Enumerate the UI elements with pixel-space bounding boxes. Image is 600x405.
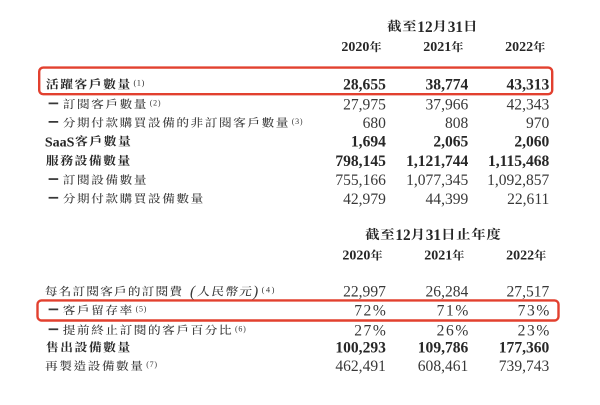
- svg-text:2021: 2021: [424, 249, 452, 264]
- svg-text:22,611: 22,611: [507, 191, 549, 208]
- svg-text:27%: 27%: [354, 322, 387, 339]
- svg-text:23%: 23%: [518, 322, 551, 339]
- svg-text:72%: 72%: [354, 302, 387, 319]
- svg-text:28,655: 28,655: [343, 76, 386, 93]
- svg-text:44,399: 44,399: [426, 191, 469, 208]
- svg-text:608,461: 608,461: [418, 358, 469, 375]
- svg-text:26,284: 26,284: [426, 284, 469, 301]
- svg-text:42,343: 42,343: [507, 96, 550, 113]
- svg-text:(5): (5): [136, 304, 147, 313]
- svg-text:71%: 71%: [437, 302, 470, 319]
- svg-text:1,077,345: 1,077,345: [406, 172, 468, 189]
- svg-text:1,694: 1,694: [351, 133, 386, 150]
- svg-text:808: 808: [445, 115, 469, 132]
- svg-text:12: 12: [395, 227, 410, 244]
- svg-text:2022: 2022: [506, 249, 534, 264]
- svg-text:100,293: 100,293: [335, 339, 386, 356]
- svg-text:739,743: 739,743: [499, 358, 550, 375]
- svg-text:2,065: 2,065: [433, 133, 468, 150]
- svg-text:(2): (2): [150, 98, 161, 107]
- svg-text:177,360: 177,360: [499, 339, 550, 356]
- svg-text:38,774: 38,774: [426, 76, 469, 93]
- svg-text:43,313: 43,313: [507, 76, 550, 93]
- svg-text:(6): (6): [235, 324, 246, 333]
- svg-text:2020: 2020: [341, 40, 369, 55]
- svg-text:970: 970: [526, 115, 550, 132]
- svg-text:SaaS: SaaS: [45, 135, 75, 150]
- svg-text:2021: 2021: [423, 40, 451, 55]
- svg-text:798,145: 798,145: [335, 153, 386, 170]
- svg-text:2,060: 2,060: [514, 133, 549, 150]
- svg-text:27,517: 27,517: [507, 284, 550, 301]
- svg-text:462,491: 462,491: [335, 358, 386, 375]
- svg-text:37,966: 37,966: [426, 96, 469, 113]
- svg-text:109,786: 109,786: [418, 339, 469, 356]
- svg-text:1,121,744: 1,121,744: [406, 153, 468, 170]
- svg-text:(4): (4): [262, 286, 276, 295]
- svg-text:1,115,468: 1,115,468: [488, 153, 550, 170]
- svg-text:): ): [252, 284, 258, 301]
- svg-text:(3): (3): [292, 117, 303, 126]
- svg-text:42,979: 42,979: [343, 191, 386, 208]
- svg-text:12: 12: [417, 19, 432, 36]
- svg-text:755,166: 755,166: [335, 172, 386, 189]
- svg-text:22,997: 22,997: [343, 284, 386, 301]
- svg-text:1,092,857: 1,092,857: [487, 172, 549, 189]
- svg-text:31: 31: [448, 19, 463, 36]
- svg-text:(1): (1): [134, 78, 145, 87]
- svg-text:26%: 26%: [437, 322, 470, 339]
- svg-text:(: (: [190, 284, 196, 301]
- svg-text:31: 31: [426, 227, 441, 244]
- svg-text:2020: 2020: [342, 249, 370, 264]
- svg-text:680: 680: [363, 115, 387, 132]
- svg-text:73%: 73%: [518, 302, 551, 319]
- svg-text:27,975: 27,975: [343, 96, 386, 113]
- svg-text:(7): (7): [146, 360, 157, 369]
- svg-text:2022: 2022: [505, 40, 533, 55]
